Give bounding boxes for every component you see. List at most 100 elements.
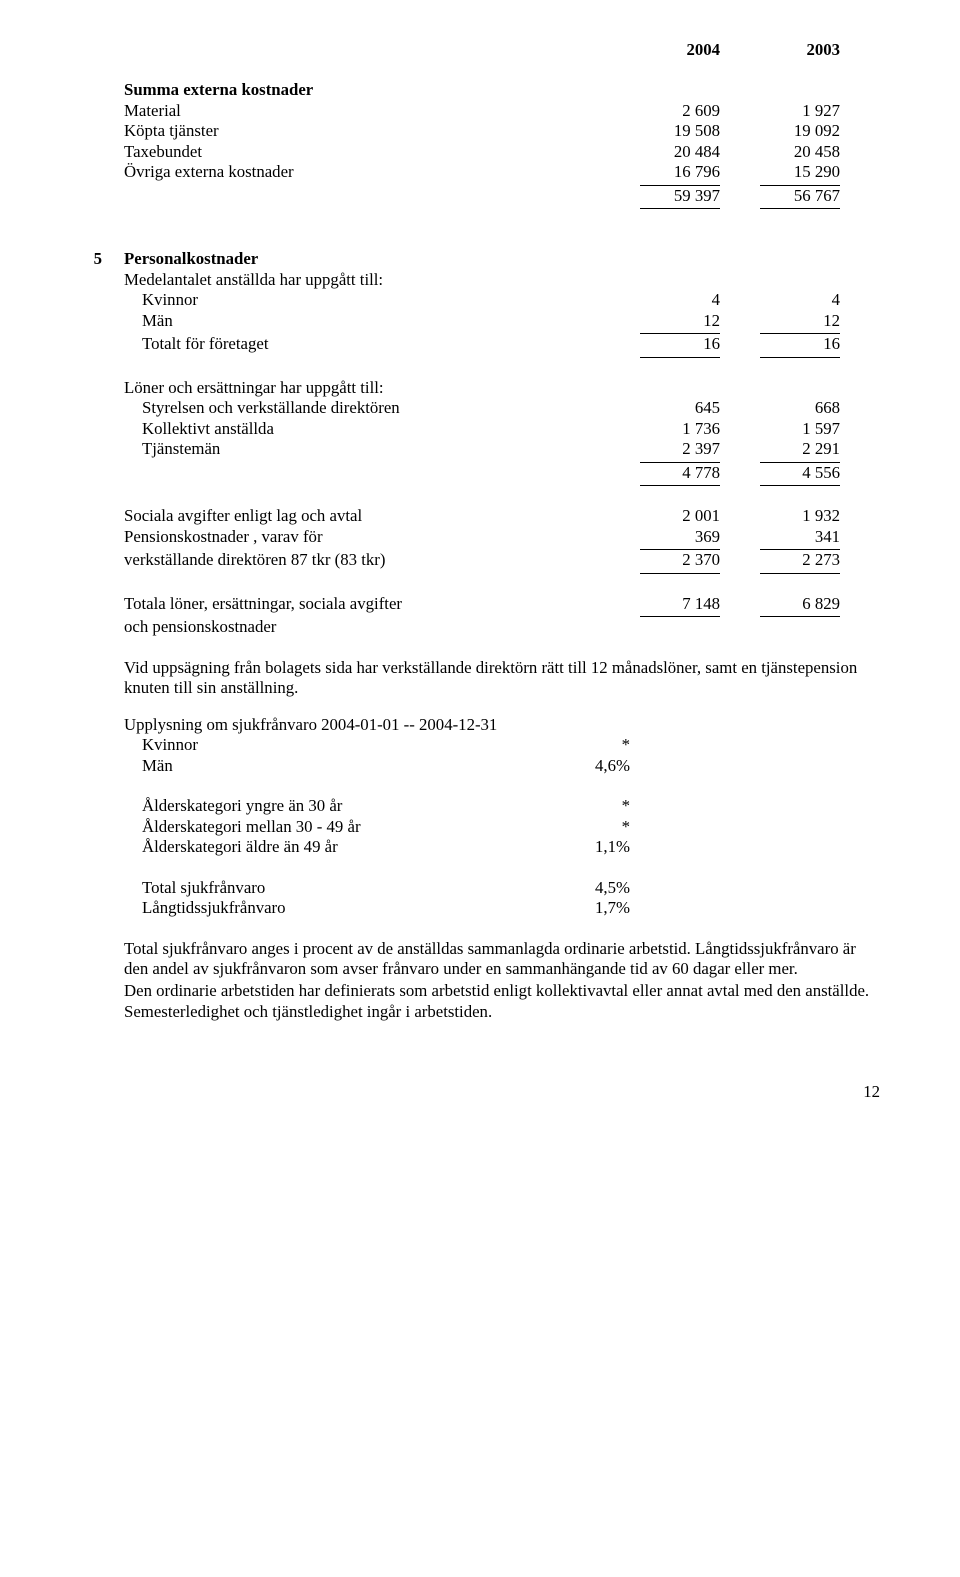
row-value: * [530, 817, 630, 837]
table-total-row: Totalt för företaget 16 16 [80, 334, 880, 357]
row-value: 2 397 [640, 439, 720, 462]
grand-total-label: Totala löner, ersättningar, sociala avgi… [110, 594, 640, 614]
row-value: 2 370 [640, 550, 720, 573]
row-label: Kollektivt anställda [110, 419, 640, 439]
row-label: Styrelsen och verkställande direktören [110, 398, 640, 418]
table-row: Tjänstemän 2 397 2 291 [80, 439, 880, 462]
year-1: 2004 [686, 40, 720, 59]
total-value: 16 [760, 334, 840, 357]
row-value: 2 291 [760, 439, 840, 462]
row-value: 341 [760, 527, 840, 550]
total-value: 16 [640, 334, 720, 357]
row-value: 668 [760, 398, 880, 418]
subtitle-row: Medelantalet anställda har uppgått till: [80, 270, 880, 290]
row-value: * [530, 796, 630, 816]
row-label: Ålderskategori yngre än 30 år [110, 796, 530, 816]
row-value: 2 273 [760, 550, 840, 573]
section3-title: Löner och ersättningar har uppgått till: [110, 378, 640, 398]
year-2: 2003 [806, 40, 840, 59]
table-row: Kvinnor 4 4 [80, 290, 880, 310]
table-row: Taxebundet 20 484 20 458 [80, 142, 880, 162]
row-label: Taxebundet [110, 142, 640, 162]
row-label: Långtidssjukfrånvaro [110, 898, 530, 918]
total-value: 59 397 [640, 186, 720, 209]
grand-total-label2: och pensionskostnader [110, 617, 640, 637]
row-label: Tjänstemän [110, 439, 640, 459]
row-value: 1,7% [530, 898, 630, 918]
row-value: 4 [640, 290, 760, 310]
row-value: 645 [640, 398, 760, 418]
table-row: Långtidssjukfrånvaro 1,7% [80, 898, 880, 918]
grand-total-row2: och pensionskostnader [80, 617, 880, 637]
grand-total-value: 6 829 [760, 594, 840, 617]
table-row: Köpta tjänster 19 508 19 092 [80, 121, 880, 141]
section6-title-row: Upplysning om sjukfrånvaro 2004-01-01 --… [80, 715, 880, 735]
table-row: Ålderskategori äldre än 49 år 1,1% [80, 837, 880, 857]
table-row: Pensionskostnader , varav för 369 341 [80, 527, 880, 550]
row-label: Total sjukfrånvaro [110, 878, 530, 898]
section2-subtitle: Medelantalet anställda har uppgått till: [110, 270, 640, 290]
table-total-row: 4 778 4 556 [80, 463, 880, 486]
row-label: Övriga externa kostnader [110, 162, 640, 182]
row-label: Män [110, 311, 640, 331]
table-row: Övriga externa kostnader 16 796 15 290 [80, 162, 880, 185]
row-label: Material [110, 101, 640, 121]
section1-title: Summa externa kostnader [110, 80, 640, 100]
row-value: 20 458 [760, 142, 880, 162]
row-label: Kvinnor [110, 290, 640, 310]
row-label: verkställande direktören 87 tkr (83 tkr) [110, 550, 640, 570]
paragraph-2: Total sjukfrånvaro anges i procent av de… [124, 939, 880, 980]
row-value: 16 796 [640, 162, 720, 185]
row-value: * [530, 735, 630, 755]
page-number: 12 [80, 1082, 880, 1102]
row-label: Ålderskategori äldre än 49 år [110, 837, 530, 857]
row-label: Kvinnor [110, 735, 530, 755]
row-value: 369 [640, 527, 720, 550]
row-value: 19 508 [640, 121, 760, 141]
row-value: 4,6% [530, 756, 630, 776]
row-label: Män [110, 756, 530, 776]
section3-title-row: Löner och ersättningar har uppgått till: [80, 378, 880, 398]
table-row: Ålderskategori mellan 30 - 49 år * [80, 817, 880, 837]
row-value: 1 927 [760, 101, 880, 121]
total-value: 4 778 [640, 463, 720, 486]
table-total-row: 59 397 56 767 [80, 186, 880, 209]
table-row: Styrelsen och verkställande direktören 6… [80, 398, 880, 418]
table-row: Kvinnor * [80, 735, 880, 755]
row-value: 20 484 [640, 142, 760, 162]
row-value: 12 [760, 311, 840, 334]
note-number: 5 [80, 249, 110, 269]
table-row: Total sjukfrånvaro 4,5% [80, 878, 880, 898]
section6-title: Upplysning om sjukfrånvaro 2004-01-01 --… [110, 715, 530, 735]
total-value: 4 556 [760, 463, 840, 486]
row-value: 19 092 [760, 121, 880, 141]
year-header: 2004 2003 [80, 40, 880, 60]
row-value: 1 932 [760, 506, 880, 526]
grand-total-row: Totala löner, ersättningar, sociala avgi… [80, 594, 880, 617]
row-value: 1 736 [640, 419, 760, 439]
total-value: 56 767 [760, 186, 840, 209]
row-value: 4 [760, 290, 880, 310]
row-value: 1 597 [760, 419, 880, 439]
section1-title-row: Summa externa kostnader [80, 80, 880, 100]
table-row: Män 12 12 [80, 311, 880, 334]
total-label: Totalt för företaget [110, 334, 640, 354]
paragraph-1: Vid uppsägning från bolagets sida har ve… [124, 658, 880, 699]
paragraph-3: Den ordinarie arbetstiden har definierat… [124, 981, 880, 1022]
row-value: 15 290 [760, 162, 840, 185]
row-value: 4,5% [530, 878, 630, 898]
row-label: Ålderskategori mellan 30 - 49 år [110, 817, 530, 837]
row-value: 12 [640, 311, 720, 334]
grand-total-value: 7 148 [640, 594, 720, 617]
row-label: Köpta tjänster [110, 121, 640, 141]
row-value: 1,1% [530, 837, 630, 857]
table-row: Kollektivt anställda 1 736 1 597 [80, 419, 880, 439]
table-row: Sociala avgifter enligt lag och avtal 2 … [80, 506, 880, 526]
table-row: Ålderskategori yngre än 30 år * [80, 796, 880, 816]
section2-title: Personalkostnader [110, 249, 640, 269]
table-row: Män 4,6% [80, 756, 880, 776]
table-row: Material 2 609 1 927 [80, 101, 880, 121]
row-value: 2 001 [640, 506, 760, 526]
table-row: verkställande direktören 87 tkr (83 tkr)… [80, 550, 880, 573]
row-value: 2 609 [640, 101, 760, 121]
